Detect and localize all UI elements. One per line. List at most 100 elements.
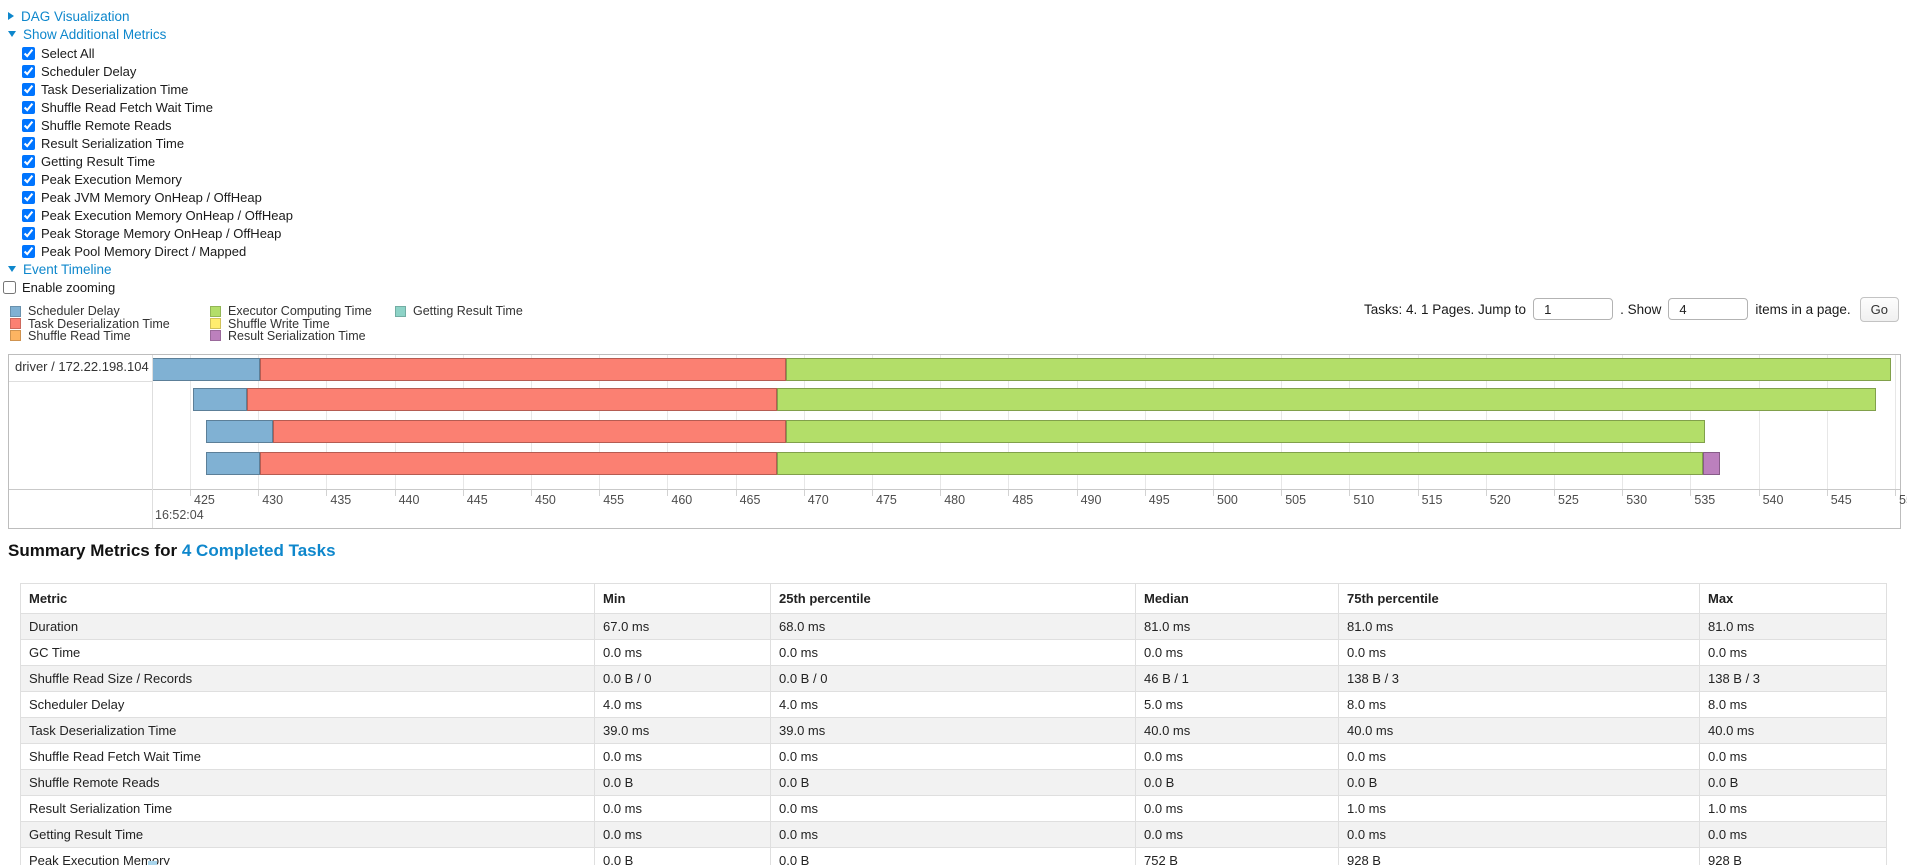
metric-name-cell: Shuffle Remote Reads — [20, 769, 595, 796]
task-segment-executor-computing[interactable] — [786, 420, 1706, 443]
axis-tick-label: 465 — [739, 493, 761, 507]
metric-checkbox-row[interactable]: Peak JVM Memory OnHeap / OffHeap — [22, 189, 262, 205]
metric-value-cell: 81.0 ms — [1338, 613, 1700, 640]
chevron-down-icon — [8, 266, 16, 272]
axis-tick-mark — [1758, 490, 1760, 496]
jump-to-page-input[interactable] — [1533, 298, 1614, 320]
metric-checkbox-label: Task Deserialization Time — [41, 81, 189, 97]
metric-value-cell: 0.0 ms — [1699, 743, 1887, 770]
axis-tick-label: 425 — [194, 493, 215, 507]
metric-checkbox-row[interactable]: Shuffle Read Fetch Wait Time — [22, 99, 213, 115]
task-segment-scheduler-delay[interactable] — [151, 358, 260, 381]
metric-value-cell: 0.0 ms — [1338, 821, 1700, 848]
task-segment-task-deserialization[interactable] — [259, 452, 777, 475]
metric-checkbox-row[interactable]: Select All — [22, 45, 94, 61]
task-segment-executor-computing[interactable] — [786, 358, 1891, 381]
metric-checkbox[interactable] — [22, 100, 35, 114]
metric-value-cell: 0.0 ms — [770, 639, 1136, 666]
show-additional-metrics-toggle[interactable]: Show Additional Metrics — [8, 26, 166, 42]
metric-checkbox[interactable] — [22, 226, 35, 240]
executor-computing-swatch — [210, 305, 221, 317]
legend-item: Shuffle Read Time — [10, 328, 170, 343]
legend-item: Executor Computing Time — [210, 304, 372, 318]
metric-checkbox-row[interactable]: Peak Storage Memory OnHeap / OffHeap — [22, 225, 281, 241]
summary-table-head: Metric Min 25th percentile Median 75th perce… — [20, 583, 1887, 614]
axis-tick-mark — [394, 490, 396, 496]
task-segment-task-deserialization[interactable] — [247, 388, 777, 411]
axis-tick-label: 550 — [1899, 493, 1907, 507]
getting-result-swatch — [395, 305, 406, 317]
dag-visualization-toggle[interactable]: DAG Visualization — [8, 8, 130, 24]
metric-checkbox[interactable] — [22, 154, 35, 168]
metric-checkbox-label: Peak JVM Memory OnHeap / OffHeap — [41, 189, 262, 205]
metric-checkbox-row[interactable]: Scheduler Delay — [22, 63, 136, 79]
axis-tick-label: 435 — [330, 493, 352, 507]
metric-checkbox-row[interactable]: Getting Result Time — [22, 153, 155, 169]
enable-zooming-checkbox[interactable] — [3, 280, 16, 294]
event-timeline-toggle[interactable]: Event Timeline — [8, 261, 112, 277]
metric-checkbox[interactable] — [22, 82, 35, 96]
axis-tick-mark — [258, 490, 260, 496]
metric-checkbox-label: Peak Execution Memory OnHeap / OffHeap — [41, 207, 293, 223]
metric-checkbox-row[interactable]: Shuffle Remote Reads — [22, 117, 172, 133]
summary-table-row: Peak Execution Memory 0.0 B 0.0 B 752 B 928 … — [20, 847, 1887, 865]
metric-value-cell: 0.0 ms — [1135, 821, 1339, 848]
metric-value-cell: 8.0 ms — [1699, 691, 1887, 718]
axis-tick-label: 475 — [876, 493, 897, 507]
metric-checkbox-row[interactable]: Peak Execution Memory — [22, 171, 182, 187]
timeline-legend-column: Getting Result Time — [395, 304, 523, 318]
metric-name-cell: Shuffle Read Fetch Wait Time — [20, 743, 595, 770]
summary-header-row: Metric Min 25th percentile Median 75th perce… — [20, 583, 1887, 614]
event-timeline-chart: 16:52:04 425 430 435 440 445 450 455 460 465 470 4… — [8, 354, 1907, 529]
result-serialization-swatch — [210, 330, 221, 342]
task-segment-scheduler-delay[interactable] — [206, 420, 274, 443]
task-segment-executor-computing[interactable] — [776, 388, 1876, 411]
metric-checkbox[interactable] — [22, 64, 35, 78]
task-segment-task-deserialization[interactable] — [273, 420, 787, 443]
metric-value-cell: 0.0 B / 0 — [770, 665, 1136, 692]
metric-checkbox-row[interactable]: Peak Pool Memory Direct / Mapped — [22, 243, 246, 259]
metric-checkbox[interactable] — [22, 244, 35, 258]
metric-checkbox[interactable] — [22, 208, 35, 222]
axis-tick-mark — [599, 490, 601, 496]
metric-value-cell: 39.0 ms — [594, 717, 771, 744]
metric-checkbox-row[interactable]: Task Deserialization Time — [22, 81, 188, 97]
metric-value-cell: 138 B / 3 — [1338, 665, 1700, 692]
go-button[interactable]: Go — [1859, 296, 1899, 322]
metric-checkbox-row[interactable]: Result Serialization Time — [22, 135, 184, 151]
executor-group-label: driver / 172.22.198.104 — [15, 359, 149, 374]
metric-checkbox-label: Getting Result Time — [41, 153, 156, 169]
task-segment-scheduler-delay[interactable] — [192, 388, 248, 411]
summary-column-header: 75th percentile — [1338, 583, 1700, 614]
axis-tick-mark — [1008, 490, 1010, 496]
summary-column-header: 25th percentile — [770, 583, 1136, 614]
axis-tick-label: 440 — [398, 493, 420, 507]
metric-checkbox[interactable] — [22, 172, 35, 186]
summary-column-header: Max — [1699, 583, 1887, 614]
metric-checkbox-row[interactable]: Peak Execution Memory OnHeap / OffHeap — [22, 207, 293, 223]
task-segment-result-serialization[interactable] — [1702, 452, 1721, 475]
metric-checkbox[interactable] — [22, 190, 35, 204]
task-segment-executor-computing[interactable] — [776, 452, 1703, 475]
event-timeline-label: Event Timeline — [23, 261, 112, 277]
metric-checkbox-label: Shuffle Remote Reads — [41, 117, 172, 133]
completed-tasks-link[interactable]: 4 Completed Tasks — [181, 541, 336, 560]
axis-tick-mark — [1144, 490, 1146, 496]
metric-checkbox[interactable] — [22, 46, 35, 60]
metric-value-cell: 0.0 ms — [1699, 639, 1887, 666]
enable-zooming-row[interactable]: Enable zooming — [3, 279, 115, 295]
metric-checkbox[interactable] — [22, 118, 35, 132]
legend-item-label: Shuffle Read Time — [28, 328, 131, 343]
task-pagination: Tasks: 4. 1 Pages. Jump to . Show items … — [1364, 294, 1899, 324]
items-per-page-input[interactable] — [1668, 298, 1749, 320]
summary-column-header: Metric — [20, 583, 595, 614]
summary-table-row: Shuffle Remote Reads 0.0 B 0.0 B 0.0 B 0.0 B… — [20, 769, 1887, 796]
metric-checkbox-label: Peak Storage Memory OnHeap / OffHeap — [41, 225, 282, 241]
metric-checkbox[interactable] — [22, 136, 35, 150]
metric-value-cell: 0.0 ms — [770, 795, 1136, 822]
metric-checkbox-label: Shuffle Read Fetch Wait Time — [41, 99, 213, 115]
timeline-time-axis: 16:52:04 425 430 435 440 445 450 455 460 465 470 4… — [9, 489, 1907, 529]
task-segment-scheduler-delay[interactable] — [206, 452, 260, 475]
task-segment-task-deserialization[interactable] — [259, 358, 787, 381]
summary-table-row: Scheduler Delay 4.0 ms 4.0 ms 5.0 ms 8.0 ms 8… — [20, 691, 1887, 718]
